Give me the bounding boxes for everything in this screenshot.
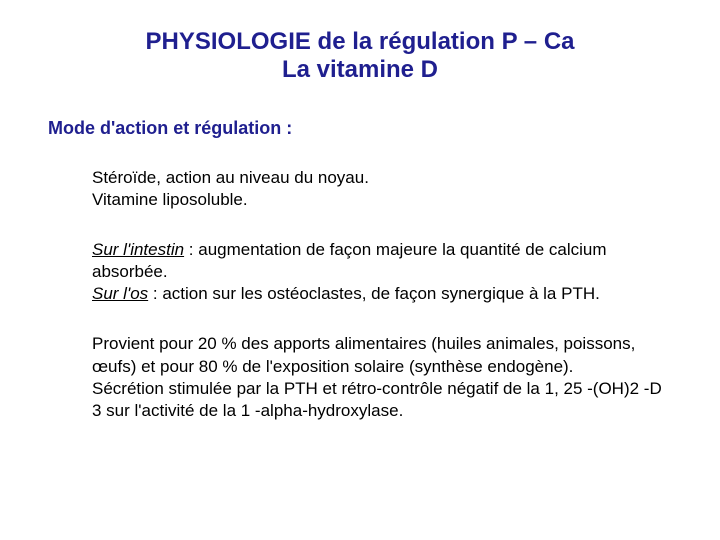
p2-underline-1: Sur l'intestin <box>92 240 184 259</box>
slide-title: PHYSIOLOGIE de la régulation P – Ca La v… <box>48 28 672 84</box>
title-line-1: PHYSIOLOGIE de la régulation P – Ca <box>48 28 672 56</box>
p1-line1: Stéroïde, action au niveau du noyau. <box>92 168 369 187</box>
p2-text-2: : action sur les ostéoclastes, de façon … <box>148 284 600 303</box>
paragraph-3: Provient pour 20 % des apports alimentai… <box>92 333 672 421</box>
paragraph-2: Sur l'intestin : augmentation de façon m… <box>92 239 672 305</box>
section-heading: Mode d'action et régulation : <box>48 118 672 139</box>
p3-line2: Sécrétion stimulée par la PTH et rétro-c… <box>92 379 662 420</box>
body-content: Stéroïde, action au niveau du noyau. Vit… <box>48 167 672 422</box>
p2-underline-2: Sur l'os <box>92 284 148 303</box>
p1-line2: Vitamine liposoluble. <box>92 190 248 209</box>
paragraph-1: Stéroïde, action au niveau du noyau. Vit… <box>92 167 672 211</box>
p3-line1: Provient pour 20 % des apports alimentai… <box>92 334 635 375</box>
title-line-2: La vitamine D <box>48 56 672 84</box>
